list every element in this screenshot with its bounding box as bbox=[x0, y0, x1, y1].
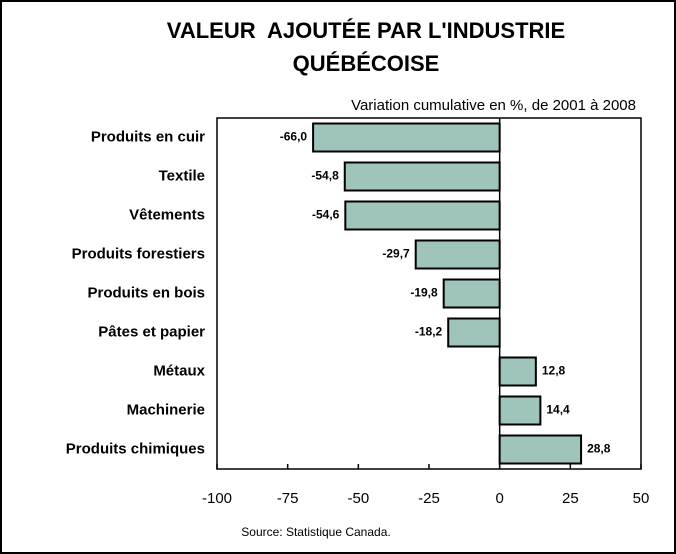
x-tick-label: -25 bbox=[418, 490, 440, 507]
x-tick-label: 0 bbox=[495, 490, 503, 507]
value-label: -54,8 bbox=[311, 169, 339, 183]
value-label: 28,8 bbox=[587, 442, 611, 456]
y-tick-label: Produits en cuir bbox=[91, 128, 205, 145]
x-tick-label: 50 bbox=[633, 490, 650, 507]
bar bbox=[498, 434, 583, 465]
source: Source: Statistique Canada. bbox=[241, 525, 390, 539]
x-tick-label: 25 bbox=[562, 490, 579, 507]
y-tick-label: Produits forestiers bbox=[72, 245, 205, 262]
bar bbox=[312, 122, 501, 153]
x-tick-label: -50 bbox=[347, 490, 369, 507]
x-tick-label: -75 bbox=[277, 490, 299, 507]
y-tick-label: Produits chimiques bbox=[66, 440, 205, 457]
value-label: -19,8 bbox=[410, 286, 438, 300]
bar bbox=[447, 317, 501, 348]
y-tick-label: Machinerie bbox=[127, 401, 205, 418]
bar bbox=[498, 356, 537, 387]
y-tick-label: Vêtements bbox=[129, 206, 205, 223]
bar bbox=[343, 161, 501, 192]
y-tick-label: Métaux bbox=[153, 362, 205, 379]
bar bbox=[442, 278, 501, 309]
bar bbox=[344, 200, 501, 231]
value-label: -18,2 bbox=[415, 325, 443, 339]
bar bbox=[414, 239, 501, 270]
x-tick-label: -100 bbox=[202, 490, 232, 507]
y-tick-label: Pâtes et papier bbox=[98, 323, 205, 340]
value-label: -54,6 bbox=[312, 208, 340, 222]
value-label: -66,0 bbox=[280, 130, 308, 144]
subtitle: Variation cumulative en %, de 2001 à 200… bbox=[351, 97, 636, 114]
bar bbox=[498, 395, 542, 426]
value-label: -29,7 bbox=[382, 247, 410, 261]
y-tick-label: Textile bbox=[159, 167, 205, 184]
value-label: 12,8 bbox=[542, 364, 566, 378]
chart-title: VALEUR AJOUTÉE PAR L'INDUSTRIE QUÉBÉCOIS… bbox=[166, 18, 572, 76]
value-label: 14,4 bbox=[546, 403, 570, 417]
y-tick-label: Produits en bois bbox=[87, 284, 205, 301]
